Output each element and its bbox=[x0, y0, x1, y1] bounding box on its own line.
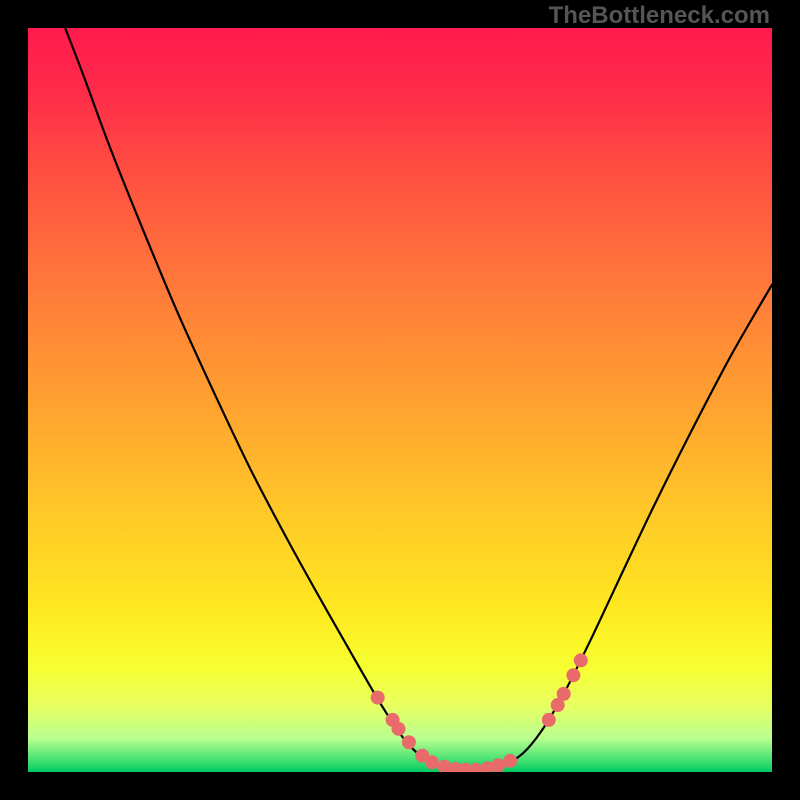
frame-bottom bbox=[0, 772, 800, 800]
frame-right bbox=[772, 0, 800, 800]
data-marker bbox=[402, 735, 416, 749]
watermark-text: TheBottleneck.com bbox=[549, 2, 770, 30]
data-marker bbox=[542, 713, 556, 727]
data-marker bbox=[557, 687, 571, 701]
data-marker bbox=[392, 722, 406, 736]
chart-background bbox=[28, 28, 772, 772]
data-marker bbox=[566, 668, 580, 682]
data-marker bbox=[503, 754, 517, 768]
bottleneck-chart bbox=[0, 0, 800, 800]
data-marker bbox=[491, 758, 505, 772]
data-marker bbox=[574, 653, 588, 667]
data-marker bbox=[425, 755, 439, 769]
data-marker bbox=[371, 691, 385, 705]
frame-left bbox=[0, 0, 28, 800]
